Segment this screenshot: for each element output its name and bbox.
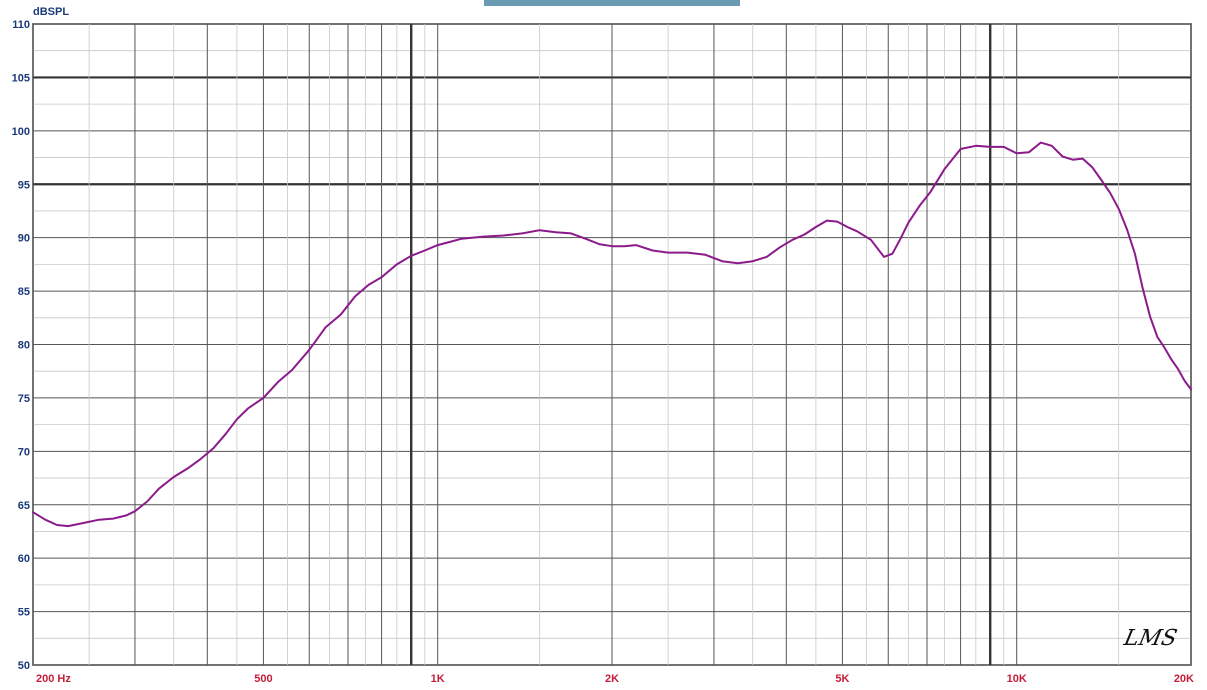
- logo-text: LMS: [1121, 625, 1180, 651]
- x-tick-label: 1K: [431, 673, 445, 685]
- x-tick-label: 5K: [835, 673, 849, 685]
- x-tick-label: 10K: [1007, 673, 1027, 685]
- frequency-response-curve: [32, 141, 1192, 528]
- y-tick-label: 90: [18, 233, 30, 245]
- y-tick-label: 80: [18, 340, 30, 352]
- y-axis-label: dBSPL: [33, 6, 69, 18]
- y-tick-label: 70: [18, 446, 30, 458]
- y-tick-label: 50: [18, 660, 30, 672]
- x-tick-label: 2K: [605, 673, 619, 685]
- x-tick-label: 20K: [1174, 673, 1194, 685]
- y-tick-labels: 50 55 60 65 70 75 80 85 90 95 100 105 110: [12, 19, 30, 672]
- y-tick-label: 95: [18, 179, 30, 191]
- y-tick-label: 65: [18, 500, 30, 512]
- y-tick-label: 75: [18, 393, 30, 405]
- y-tick-label: 105: [12, 72, 30, 84]
- grid: [32, 23, 1192, 666]
- logo: LMS: [1121, 625, 1180, 651]
- y-tick-label: 110: [12, 19, 30, 31]
- y-tick-label: 85: [18, 286, 30, 298]
- header-tab: [484, 0, 740, 6]
- y-tick-label: 55: [18, 607, 30, 619]
- x-tick-label: 500: [254, 673, 272, 685]
- y-tick-label: 100: [12, 126, 30, 138]
- x-tick-label: 200 Hz: [36, 673, 71, 685]
- x-tick-labels: 200 Hz 500 1K 2K 5K 10K 20K: [36, 673, 1194, 685]
- series-layer: [32, 141, 1192, 528]
- y-tick-label: 60: [18, 553, 30, 565]
